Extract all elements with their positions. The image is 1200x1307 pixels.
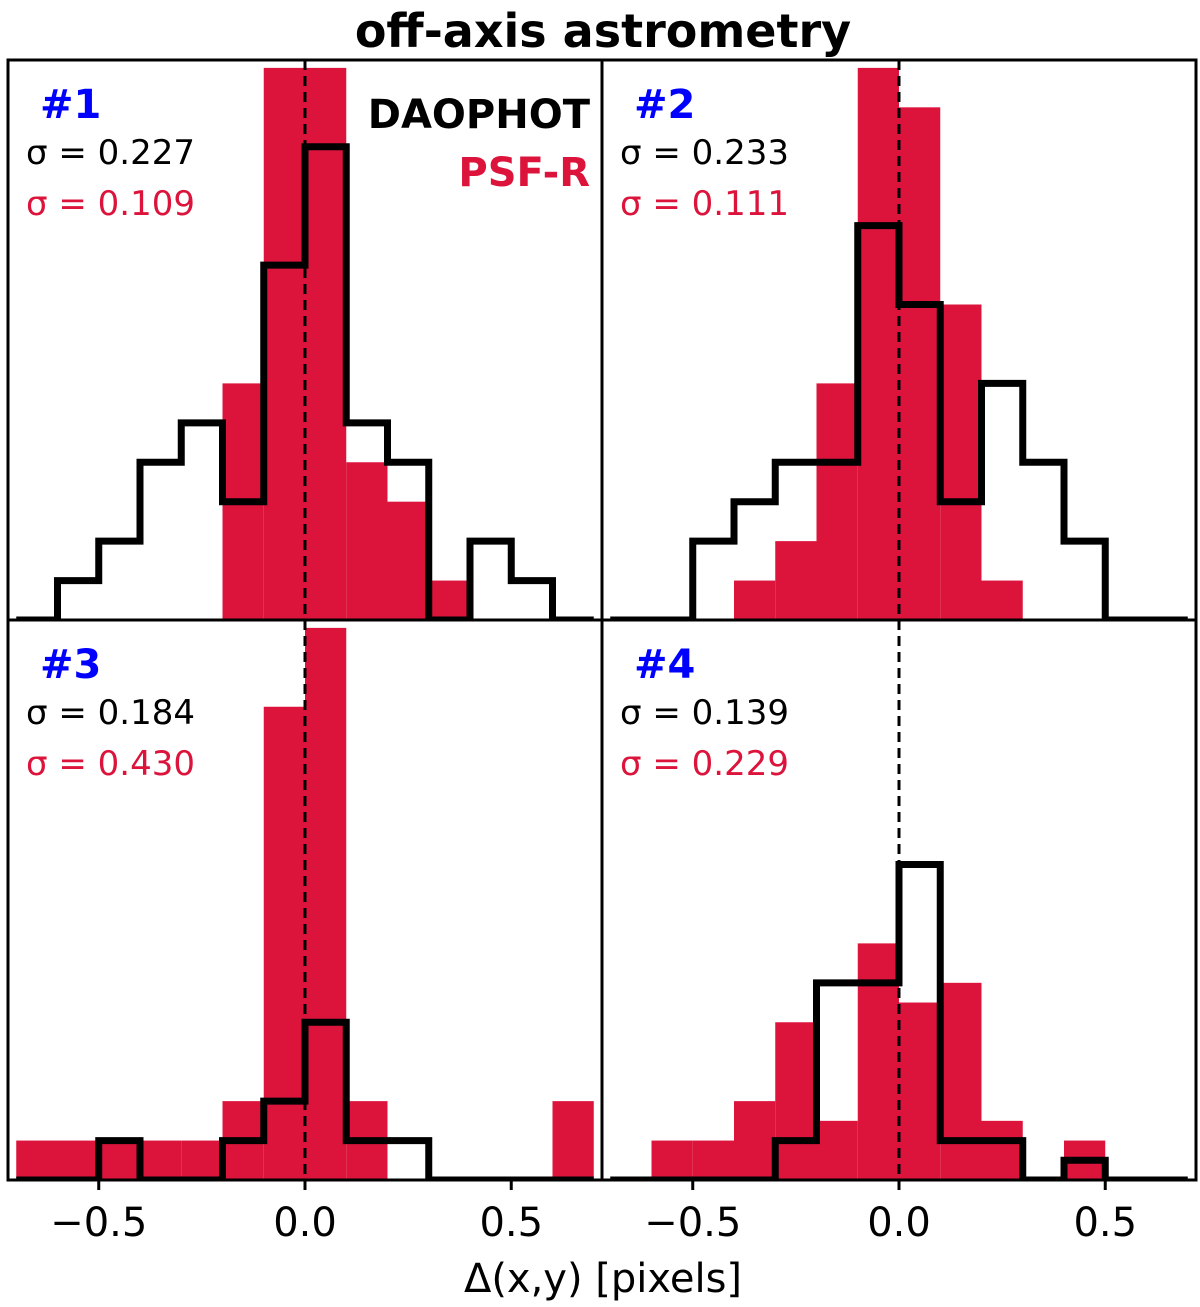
psfr-bar — [98, 1140, 140, 1180]
psfr-bar — [181, 1140, 223, 1180]
chart-title: off-axis astrometry — [355, 4, 851, 58]
panel-plot-area — [16, 60, 594, 620]
sigma-psfr: σ = 0.111 — [620, 184, 789, 224]
panel-4: #4 σ = 0.139 σ = 0.229 — [610, 620, 1188, 1180]
psfr-bar — [305, 67, 347, 620]
panel-1: #1 σ = 0.227 σ = 0.109 DAOPHOT PSF-R — [16, 60, 594, 620]
psfr-bar — [981, 580, 1023, 620]
psfr-bar — [552, 1101, 594, 1180]
daophot-step — [610, 861, 1188, 1180]
panel-2: #2 σ = 0.233 σ = 0.111 — [610, 60, 1188, 620]
psfr-bar — [734, 580, 776, 620]
psfr-bar — [899, 1002, 941, 1180]
panel-plot-area — [610, 620, 1188, 1180]
panel-plot-area — [16, 620, 594, 1180]
panel-label: #3 — [40, 642, 101, 688]
psfr-bar — [16, 1140, 58, 1180]
sigma-psfr: σ = 0.229 — [620, 744, 789, 784]
psfr-bar — [857, 943, 899, 1180]
psfr-bar — [57, 1140, 99, 1180]
psfr-bar — [428, 580, 470, 620]
psfr-bar — [775, 1022, 817, 1180]
psfr-bar — [387, 501, 429, 620]
psfr-bar — [940, 982, 982, 1180]
panel-label: #2 — [634, 82, 695, 128]
sigma-daophot: σ = 0.139 — [620, 693, 789, 733]
panel-3: #3 σ = 0.184 σ = 0.430 — [16, 620, 594, 1180]
panel-plot-area — [610, 60, 1188, 620]
sigma-daophot: σ = 0.233 — [620, 133, 789, 173]
sigma-daophot: σ = 0.227 — [26, 133, 195, 173]
psfr-bar — [775, 541, 817, 620]
panel-label: #1 — [40, 82, 101, 128]
legend-daophot: DAOPHOT — [368, 92, 591, 138]
psfr-bar — [816, 383, 858, 620]
x-axis-label: Δ(x,y) [pixels] — [464, 1256, 742, 1302]
panels: #1 σ = 0.227 σ = 0.109 DAOPHOT PSF-R #2 σ = 0.… — [16, 60, 1188, 1180]
psfr-bar — [140, 1140, 182, 1180]
x-tick-label: 0.5 — [479, 1200, 543, 1246]
x-ticks: −0.5 0.0 0.5 −0.5 0.0 0.5 — [50, 1180, 1137, 1246]
psfr-bar — [263, 67, 305, 620]
psfr-bar — [899, 107, 941, 620]
psfr-bar — [651, 1140, 693, 1180]
psfr-bar — [263, 706, 305, 1180]
x-tick-label: −0.5 — [50, 1200, 147, 1246]
psfr-bar — [816, 1120, 858, 1180]
psfr-bar — [981, 1120, 1023, 1180]
psfr-bar — [857, 67, 899, 620]
plot-frame — [6, 58, 1198, 1182]
sigma-psfr: σ = 0.430 — [26, 744, 195, 784]
x-tick-label: 0.0 — [867, 1200, 931, 1246]
psfr-bar — [734, 1101, 776, 1180]
psfr-bar — [692, 1140, 734, 1180]
daophot-step — [16, 1018, 594, 1180]
psfr-bar — [346, 462, 388, 620]
x-tick-label: 0.0 — [273, 1200, 337, 1246]
legend-psfr: PSF-R — [458, 150, 590, 196]
panel-label: #4 — [634, 642, 695, 688]
psfr-bar — [940, 304, 982, 620]
psfr-bar — [305, 627, 347, 1180]
sigma-daophot: σ = 0.184 — [26, 693, 195, 733]
sigma-psfr: σ = 0.109 — [26, 184, 195, 224]
x-tick-label: −0.5 — [644, 1200, 741, 1246]
x-tick-label: 0.5 — [1073, 1200, 1137, 1246]
